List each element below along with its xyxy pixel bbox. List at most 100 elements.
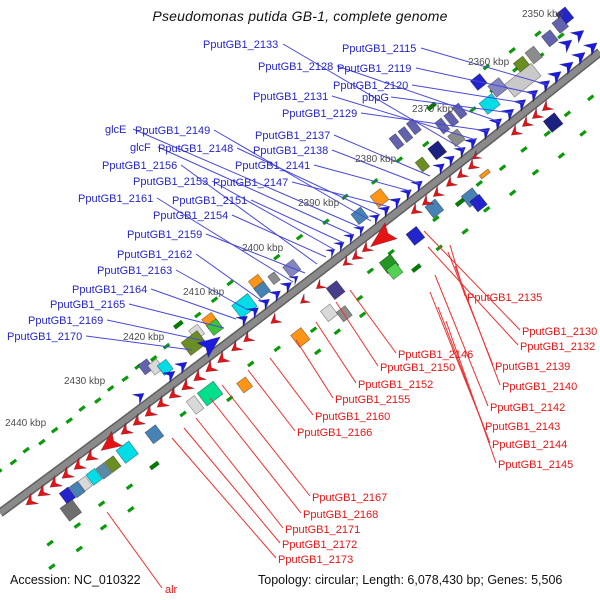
gene-label: PputGB1_2149 — [135, 125, 210, 137]
gene-arrow-forward — [246, 307, 259, 319]
ruler-label: 2370 kbp — [412, 104, 454, 115]
tick-dash — [127, 506, 135, 513]
gene-label: PputGB1_2160 — [315, 411, 390, 423]
gene-label: PputGB1_2173 — [278, 554, 353, 566]
gene-callout-line — [175, 269, 249, 311]
gene-arrow-reverse — [205, 359, 219, 373]
tick-dash — [50, 426, 59, 434]
gene-label: PputGB1_2140 — [502, 381, 577, 393]
tick-dash — [355, 294, 364, 302]
tick-dash — [520, 146, 528, 153]
gene-label: PputGB1_2165 — [50, 299, 125, 311]
gene-label: PputGB1_2168 — [303, 509, 378, 521]
gene-arrow-reverse — [421, 194, 434, 206]
gene-arrow-reverse — [510, 124, 523, 136]
gene-label: PputGB1_2138 — [253, 145, 328, 157]
tick-dash — [295, 233, 304, 241]
gene-arrow-reverse — [467, 158, 480, 170]
gene-arrow-reverse — [299, 293, 311, 304]
gene-callout-line — [195, 253, 263, 302]
gene-callout-line — [183, 427, 281, 544]
gene-callout-line — [156, 197, 294, 283]
gene-arrow-reverse — [445, 175, 458, 187]
tick-dash — [179, 410, 187, 418]
tick-dash — [395, 156, 404, 164]
ruler-label: 2380 kbp — [355, 154, 397, 165]
gene-arrow-forward — [257, 298, 270, 311]
tick-dash — [426, 101, 437, 112]
gene-label: PputGB1_2142 — [490, 402, 565, 414]
feature-box — [504, 62, 542, 98]
gene-callout-line — [411, 84, 525, 104]
gene-callout-line — [349, 289, 397, 354]
gene-callout-line — [291, 181, 391, 208]
gene-arrow-reverse — [315, 278, 327, 290]
gene-arrow-forward — [399, 189, 412, 201]
gene-callout-line — [445, 320, 497, 464]
gene-label: PputGB1_2170 — [7, 331, 82, 343]
gene-arrow-reverse — [144, 404, 158, 417]
tick-dash — [358, 311, 367, 319]
tick-dash — [149, 460, 160, 471]
feature-box — [85, 467, 103, 486]
genome-backbone-face — [0, 49, 600, 516]
gene-arrow-forward — [288, 275, 299, 286]
gene-arrow-reverse — [231, 340, 244, 352]
gene-callout-line — [171, 437, 277, 559]
gene-arrow-reverse — [270, 312, 283, 324]
gene-arrow-forward — [333, 241, 345, 252]
gene-label: PputGB1_2147 — [213, 177, 288, 189]
gene-arrow-forward — [353, 226, 365, 237]
gene-callout-line — [415, 67, 537, 95]
gene-arrow-forward — [570, 52, 586, 67]
tick-dash — [333, 328, 342, 336]
gene-label: PputGB1_2171 — [285, 524, 360, 536]
gene-label: PputGB1_2146 — [398, 349, 473, 361]
feature-box — [77, 475, 93, 492]
gene-callout-line — [434, 274, 489, 407]
gene-label: PputGB1_2131 — [253, 91, 328, 103]
gene-callout-line — [335, 301, 379, 367]
gene-callout-line — [106, 319, 206, 342]
feature-box — [196, 380, 224, 407]
gene-callout-line — [269, 357, 314, 416]
gene-callout-line — [209, 397, 302, 514]
feature-box — [443, 110, 460, 128]
gene-callout-line — [313, 164, 411, 192]
tick-dash — [508, 46, 516, 54]
gene-label: PputGB1_2155 — [335, 394, 410, 406]
gene-arrow-reverse — [410, 202, 423, 215]
feature-box — [350, 206, 369, 226]
gene-callout-line — [315, 321, 357, 384]
feature-box — [388, 133, 405, 151]
gene-arrow-forward — [524, 89, 539, 103]
gene-arrow-reverse — [472, 150, 483, 160]
gene-arrow-forward — [377, 206, 390, 218]
tick-dash — [557, 32, 565, 40]
gene-arrow-reverse — [351, 248, 364, 261]
gene-arrow-reverse — [120, 422, 134, 435]
tick-dash — [435, 244, 443, 252]
gene-arrow-forward — [442, 155, 455, 167]
feature-box — [58, 486, 77, 505]
gene-callout-line — [247, 369, 296, 432]
gene-callout-line — [150, 288, 237, 320]
feature-box — [434, 117, 451, 135]
gene-arrow-reverse — [100, 430, 124, 451]
feature-box — [144, 424, 165, 445]
gene-arrow-forward — [279, 282, 292, 294]
tick-dash — [534, 30, 542, 38]
tick-dash — [273, 253, 281, 261]
gene-arrow-reverse — [217, 350, 231, 364]
gene-label: PputGB1_2143 — [485, 421, 560, 433]
tick-dash — [508, 189, 517, 197]
gene-label: glcF — [130, 142, 151, 154]
gene-callout-line — [331, 95, 477, 141]
gene-arrow-forward — [162, 370, 176, 383]
feature-box — [68, 480, 86, 499]
gene-callout-line — [336, 65, 501, 123]
feature-box — [185, 395, 205, 415]
gene-callout-line — [205, 233, 306, 274]
gene-callout-line — [331, 149, 421, 185]
